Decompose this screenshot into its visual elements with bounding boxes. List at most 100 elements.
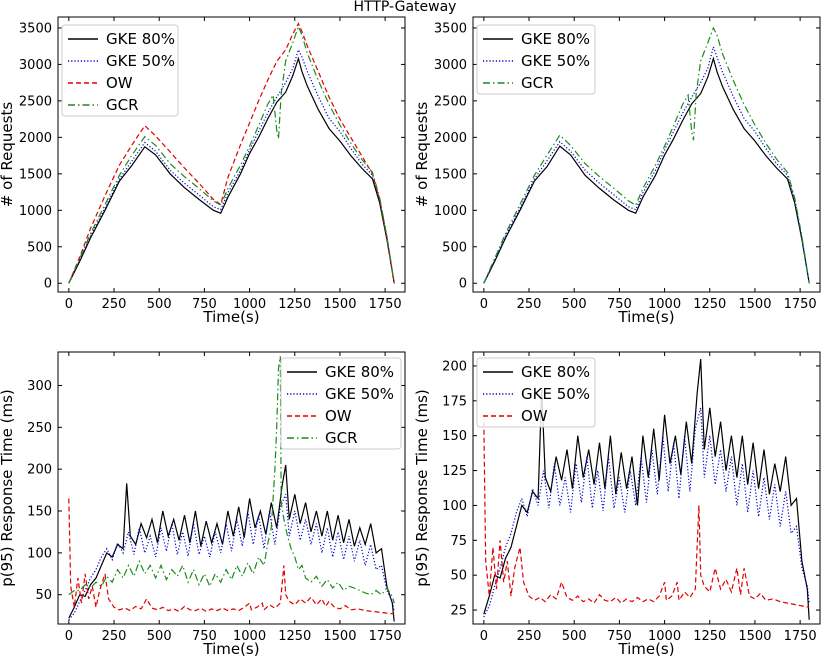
y-axis-label: # of Requests (0, 102, 16, 207)
x-tick-label: 1000 (648, 297, 681, 312)
x-tick-label: 500 (562, 629, 587, 644)
x-tick-label: 0 (65, 629, 73, 644)
y-tick-label: 3500 (434, 21, 467, 36)
y-axis-label: p(95) Response Time (ms) (413, 389, 431, 587)
legend-entry: GKE 50% (106, 52, 175, 70)
y-axis-label: # of Requests (413, 102, 431, 207)
y-tick-label: 50 (450, 569, 467, 584)
panel-top-left: 0 250 500 750 1000 1250 1500 1750 0 500 1000 1500 20… (0, 16, 406, 326)
legend-entry: GKE 80% (106, 30, 175, 48)
y-tick-label: 75 (450, 534, 467, 549)
series-line-gcr (483, 26, 810, 284)
series-line-ow (483, 421, 810, 608)
y-tick-label: 1500 (434, 167, 467, 182)
x-tick-label: 1750 (369, 297, 402, 312)
y-tick-label: 500 (27, 240, 52, 255)
figure-title: HTTP-Gateway (354, 0, 457, 15)
series-line-gke-80- (483, 56, 810, 284)
y-tick-label: 1000 (19, 204, 52, 219)
y-tick-label: 175 (442, 394, 467, 409)
y-tick-label: 1500 (19, 167, 52, 182)
x-tick-label: 1750 (369, 629, 402, 644)
x-tick-label: 1250 (693, 629, 726, 644)
y-tick-label: 0 (459, 277, 467, 292)
series-line-gke-80- (483, 358, 810, 620)
x-tick-label: 750 (607, 629, 632, 644)
legend-entry: GCR (521, 74, 554, 92)
y-tick-label: 500 (442, 240, 467, 255)
series-line-gcr (68, 24, 395, 284)
x-tick-label: 1750 (784, 297, 817, 312)
x-tick-label: 750 (607, 297, 632, 312)
legend-entry: GCR (325, 429, 358, 447)
x-axis-label: Time(s) (202, 640, 259, 657)
y-tick-label: 25 (450, 604, 467, 619)
x-tick-label: 250 (102, 297, 127, 312)
x-tick-label: 1500 (738, 629, 771, 644)
y-axis-label: p(95) Response Time (ms) (0, 389, 16, 587)
y-tick-label: 3000 (434, 58, 467, 73)
series-line-gke-50- (483, 407, 810, 618)
legend-entry: GKE 80% (521, 30, 590, 48)
x-tick-label: 250 (517, 629, 542, 644)
x-tick-label: 250 (102, 629, 127, 644)
x-tick-label: 750 (192, 297, 217, 312)
x-tick-label: 1750 (784, 629, 817, 644)
legend-entry: OW (106, 74, 133, 92)
series-line-gcr (68, 356, 395, 604)
y-tick-label: 2500 (434, 94, 467, 109)
legend-entry: GKE 50% (521, 52, 590, 70)
x-axis-label: Time(s) (202, 308, 259, 326)
y-tick-label: 2000 (434, 131, 467, 146)
y-tick-label: 200 (27, 463, 52, 478)
x-tick-label: 1000 (233, 297, 266, 312)
legend-box (280, 357, 402, 450)
legend-entry: GKE 80% (521, 363, 590, 381)
x-tick-label: 1250 (278, 629, 311, 644)
x-tick-label: 0 (480, 629, 488, 644)
y-tick-label: 150 (442, 429, 467, 444)
x-tick-label: 1250 (278, 297, 311, 312)
x-tick-label: 1500 (738, 297, 771, 312)
series-line-ow (68, 22, 395, 284)
axes-frame (472, 16, 821, 293)
y-tick-label: 50 (35, 588, 52, 603)
legend-box (476, 357, 596, 428)
y-tick-label: 100 (27, 546, 52, 561)
y-tick-label: 150 (27, 505, 52, 520)
x-axis-label: Time(s) (617, 640, 674, 657)
x-tick-label: 1500 (323, 629, 356, 644)
y-tick-label: 200 (442, 359, 467, 374)
y-tick-label: 100 (442, 499, 467, 514)
series-line-gke-80- (68, 464, 395, 622)
panel-top-right: 0 250 500 750 1000 1250 1500 1750 0 500 1000 1500 20… (413, 16, 821, 326)
axes-frame (57, 16, 406, 293)
x-tick-label: 1000 (648, 629, 681, 644)
y-tick-label: 250 (27, 421, 52, 436)
legend-entry: GCR (106, 96, 139, 114)
series-line-ow (68, 498, 395, 615)
legend-entry: GKE 50% (521, 385, 590, 403)
x-tick-label: 250 (517, 297, 542, 312)
y-tick-label: 0 (44, 277, 52, 292)
x-tick-label: 750 (192, 629, 217, 644)
y-tick-label: 3500 (19, 21, 52, 36)
x-tick-label: 1000 (233, 629, 266, 644)
legend-box (61, 24, 179, 117)
legend-box (476, 24, 596, 95)
x-tick-label: 0 (65, 297, 73, 312)
x-tick-label: 0 (480, 297, 488, 312)
y-tick-label: 125 (442, 464, 467, 479)
y-tick-label: 3000 (19, 58, 52, 73)
y-tick-label: 300 (27, 379, 52, 394)
y-tick-label: 1000 (434, 204, 467, 219)
series-line-gke-50- (68, 494, 395, 621)
x-tick-label: 500 (147, 297, 172, 312)
legend-entry: GKE 50% (325, 385, 394, 403)
panel-bottom-right: 0 250 500 750 1000 1250 1500 1750 25 50 75 100 125 15… (413, 351, 821, 657)
x-tick-label: 1500 (323, 297, 356, 312)
legend-entry: OW (521, 407, 548, 425)
axes-frame (57, 351, 406, 625)
y-tick-label: 2000 (19, 131, 52, 146)
